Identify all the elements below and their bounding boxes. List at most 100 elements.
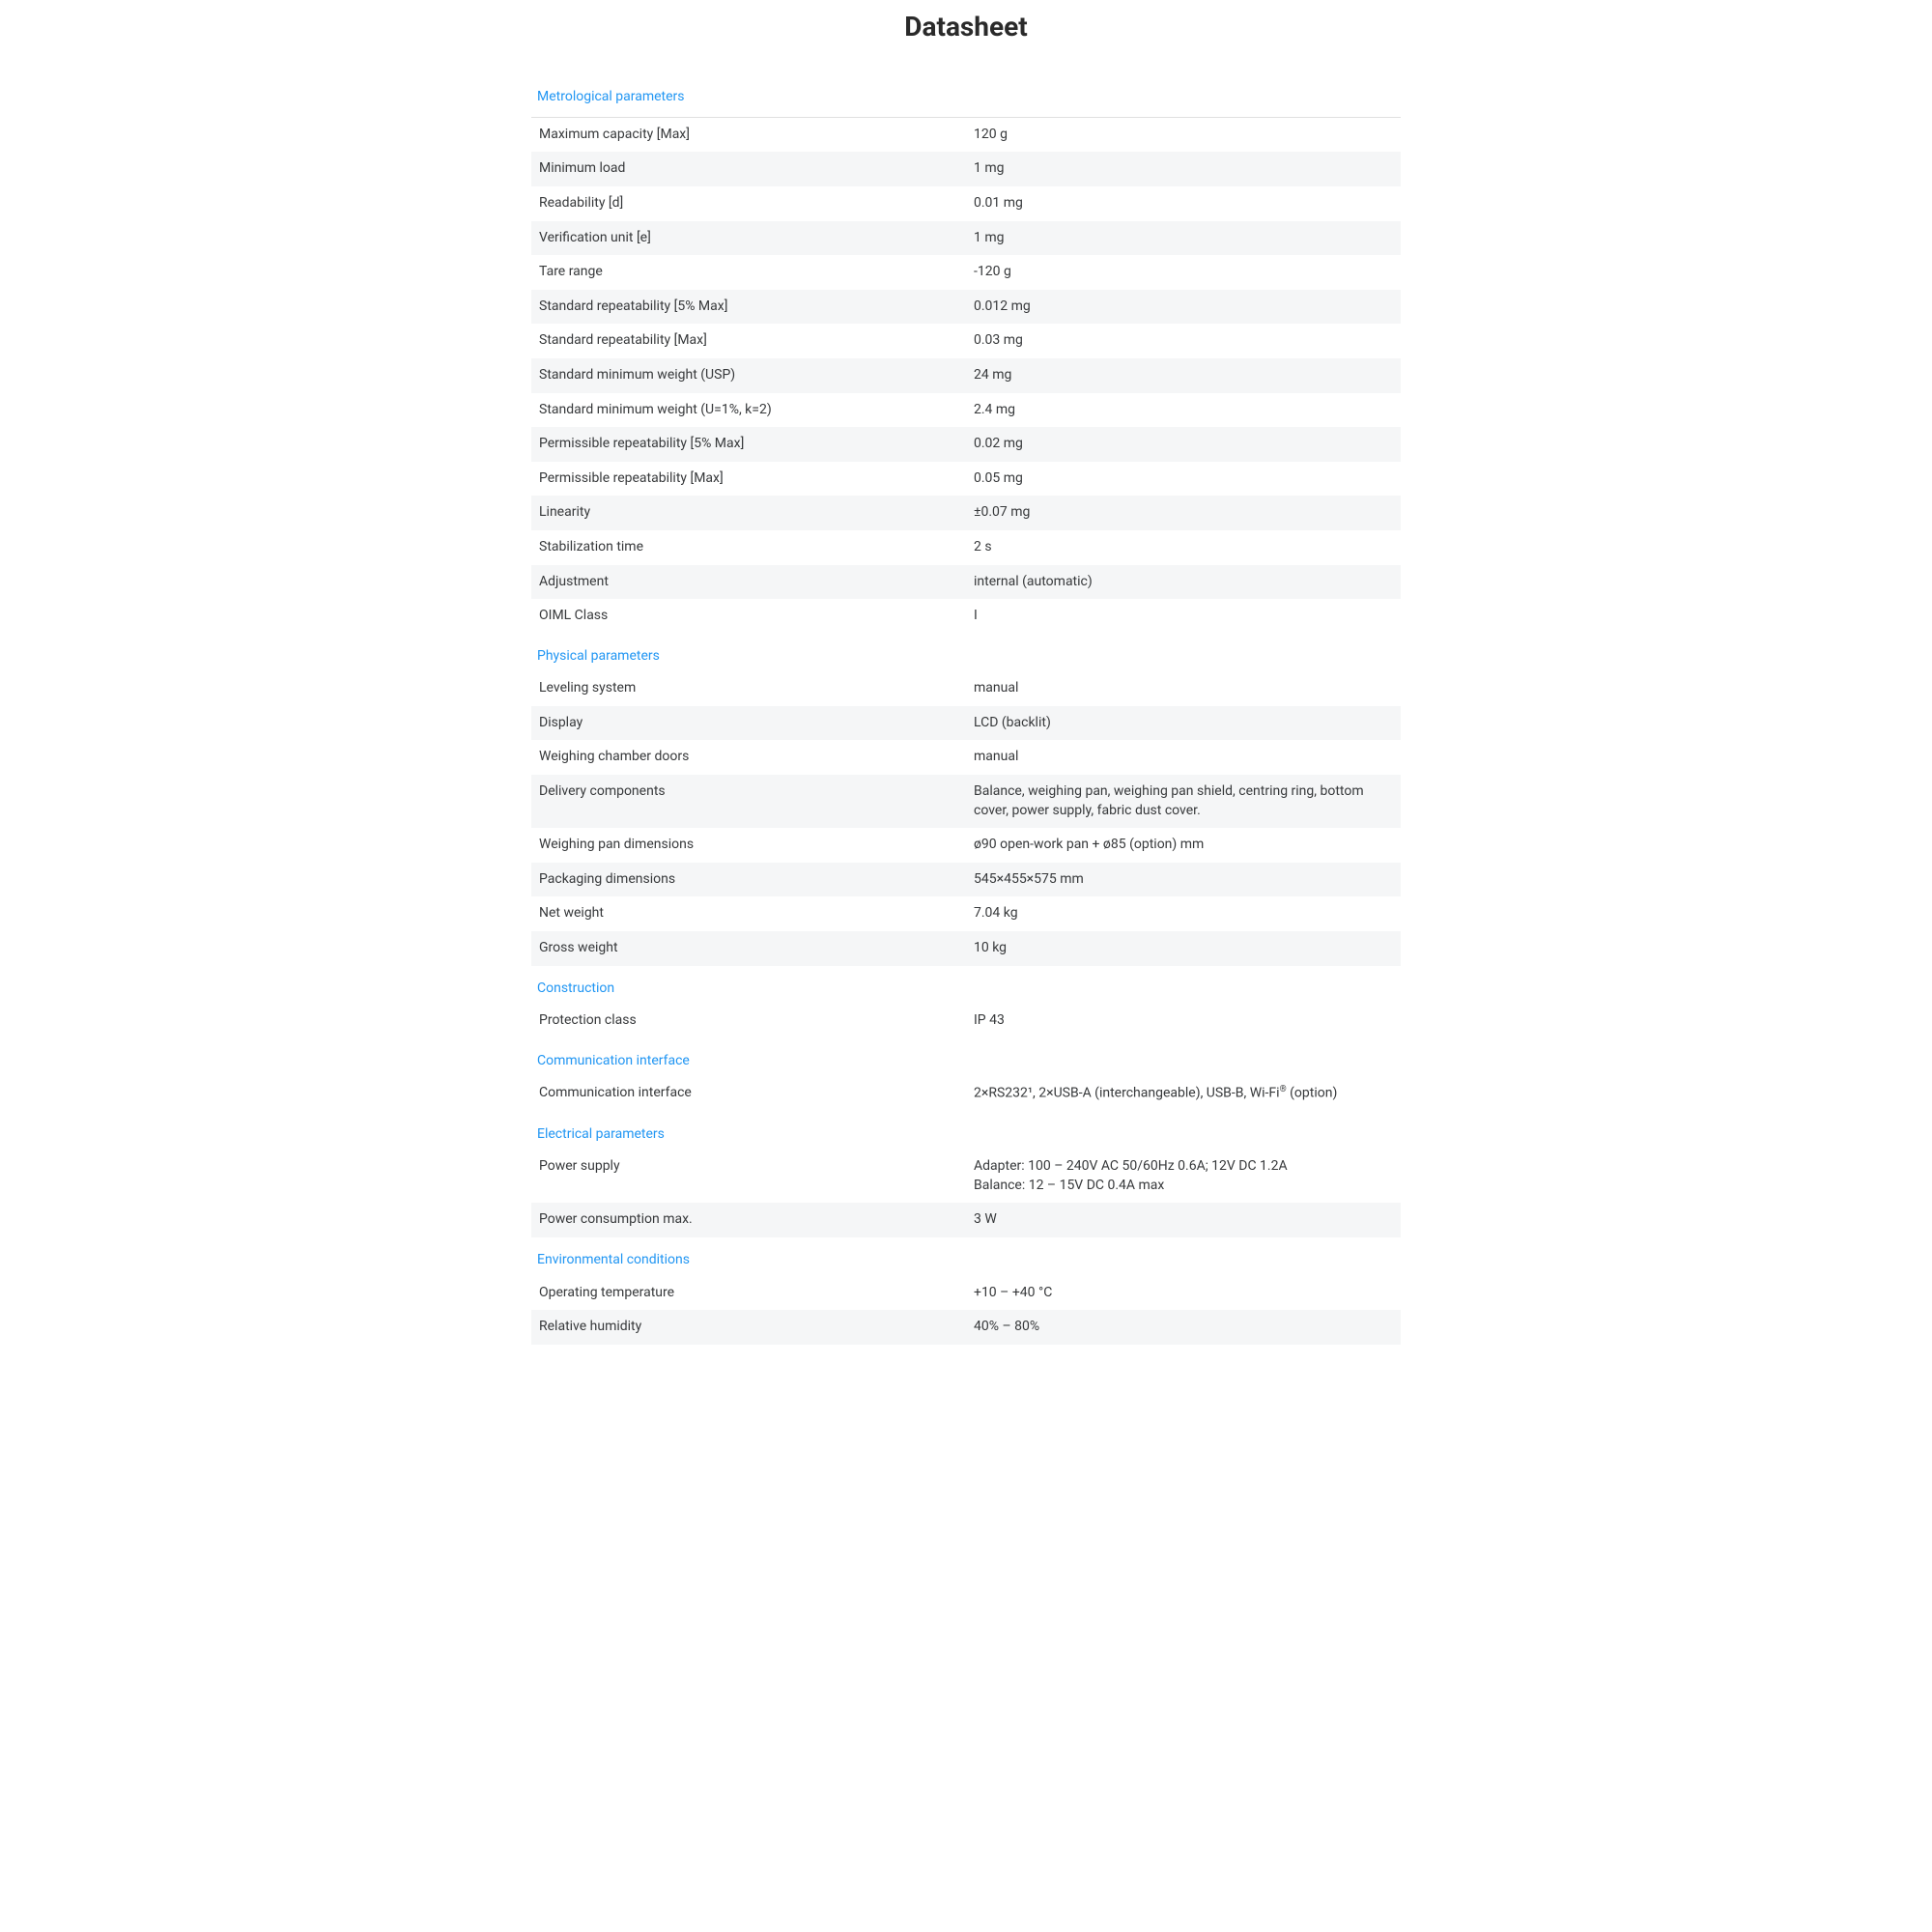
table-row: Maximum capacity [Max]120 g bbox=[531, 118, 1401, 153]
table-row: Packaging dimensions545×455×575 mm bbox=[531, 863, 1401, 897]
spec-value: 0.01 mg bbox=[966, 186, 1401, 221]
spec-value: 2 s bbox=[966, 530, 1401, 565]
table-row: Permissible repeatability [Max]0.05 mg bbox=[531, 462, 1401, 497]
spec-value: 1 mg bbox=[966, 152, 1401, 186]
spec-label: Delivery components bbox=[531, 775, 966, 828]
spec-value: 545×455×575 mm bbox=[966, 863, 1401, 897]
spec-value: manual bbox=[966, 671, 1401, 706]
table-row: Gross weight10 kg bbox=[531, 931, 1401, 966]
spec-label: Verification unit [e] bbox=[531, 221, 966, 256]
spec-label: Linearity bbox=[531, 496, 966, 530]
spec-label: Adjustment bbox=[531, 565, 966, 600]
spec-label: Gross weight bbox=[531, 931, 966, 966]
spec-label: Standard minimum weight (U=1%, k=2) bbox=[531, 393, 966, 428]
spec-value: manual bbox=[966, 740, 1401, 775]
table-row: Stabilization time2 s bbox=[531, 530, 1401, 565]
section-header: Communication interface bbox=[531, 1038, 1401, 1077]
table-row: Adjustmentinternal (automatic) bbox=[531, 565, 1401, 600]
table-row: Operating temperature+10 – +40 °C bbox=[531, 1276, 1401, 1311]
table-row: Standard repeatability [Max]0.03 mg bbox=[531, 324, 1401, 358]
spec-value: ±0.07 mg bbox=[966, 496, 1401, 530]
table-row: Minimum load1 mg bbox=[531, 152, 1401, 186]
spec-value: +10 – +40 °C bbox=[966, 1276, 1401, 1311]
spec-value: 0.02 mg bbox=[966, 427, 1401, 462]
spec-label: Operating temperature bbox=[531, 1276, 966, 1311]
spec-label: Leveling system bbox=[531, 671, 966, 706]
spec-label: Relative humidity bbox=[531, 1310, 966, 1345]
spec-value: 3 W bbox=[966, 1203, 1401, 1237]
table-row: Standard minimum weight (USP)24 mg bbox=[531, 358, 1401, 393]
spec-value: 120 g bbox=[966, 118, 1401, 153]
spec-label: Net weight bbox=[531, 896, 966, 931]
table-row: Standard repeatability [5% Max]0.012 mg bbox=[531, 290, 1401, 325]
spec-value: 0.03 mg bbox=[966, 324, 1401, 358]
spec-label: Readability [d] bbox=[531, 186, 966, 221]
spec-label: Permissible repeatability [Max] bbox=[531, 462, 966, 497]
spec-label: Minimum load bbox=[531, 152, 966, 186]
spec-value: I bbox=[966, 599, 1401, 634]
table-row: Verification unit [e]1 mg bbox=[531, 221, 1401, 256]
spec-label: Weighing pan dimensions bbox=[531, 828, 966, 863]
spec-label: Tare range bbox=[531, 255, 966, 290]
spec-label: Weighing chamber doors bbox=[531, 740, 966, 775]
datasheet-container: Datasheet Metrological parametersMaximum… bbox=[502, 8, 1430, 1383]
sections-wrapper: Metrological parametersMaximum capacity … bbox=[531, 74, 1401, 1345]
spec-label: Communication interface bbox=[531, 1076, 966, 1111]
spec-label: Maximum capacity [Max] bbox=[531, 118, 966, 153]
spec-value: 24 mg bbox=[966, 358, 1401, 393]
spec-table: Communication interface2×RS232¹, 2×USB-A… bbox=[531, 1076, 1401, 1111]
table-row: Power supplyAdapter: 100 – 240V AC 50/60… bbox=[531, 1150, 1401, 1203]
table-row: Power consumption max.3 W bbox=[531, 1203, 1401, 1237]
table-row: Weighing pan dimensionsø90 open-work pan… bbox=[531, 828, 1401, 863]
table-row: Linearity±0.07 mg bbox=[531, 496, 1401, 530]
spec-label: Standard minimum weight (USP) bbox=[531, 358, 966, 393]
table-row: Standard minimum weight (U=1%, k=2)2.4 m… bbox=[531, 393, 1401, 428]
spec-label: Packaging dimensions bbox=[531, 863, 966, 897]
spec-label: Power consumption max. bbox=[531, 1203, 966, 1237]
spec-label: OIML Class bbox=[531, 599, 966, 634]
spec-value: 40% – 80% bbox=[966, 1310, 1401, 1345]
page-title: Datasheet bbox=[531, 8, 1401, 45]
spec-value: LCD (backlit) bbox=[966, 706, 1401, 741]
spec-table: Leveling systemmanualDisplayLCD (backlit… bbox=[531, 671, 1401, 965]
table-row: OIML ClassI bbox=[531, 599, 1401, 634]
table-row: Communication interface2×RS232¹, 2×USB-A… bbox=[531, 1076, 1401, 1111]
table-row: Delivery componentsBalance, weighing pan… bbox=[531, 775, 1401, 828]
spec-value: IP 43 bbox=[966, 1004, 1401, 1038]
spec-table: Protection classIP 43 bbox=[531, 1004, 1401, 1038]
section-header: Construction bbox=[531, 966, 1401, 1005]
spec-value: 7.04 kg bbox=[966, 896, 1401, 931]
table-row: Weighing chamber doorsmanual bbox=[531, 740, 1401, 775]
spec-value: 2×RS232¹, 2×USB-A (interchangeable), USB… bbox=[966, 1076, 1401, 1111]
section-header: Metrological parameters bbox=[531, 74, 1401, 118]
spec-value: 0.012 mg bbox=[966, 290, 1401, 325]
spec-label: Power supply bbox=[531, 1150, 966, 1203]
spec-value: 2.4 mg bbox=[966, 393, 1401, 428]
table-row: Relative humidity40% – 80% bbox=[531, 1310, 1401, 1345]
spec-label: Display bbox=[531, 706, 966, 741]
section-header: Electrical parameters bbox=[531, 1112, 1401, 1151]
spec-value: Adapter: 100 – 240V AC 50/60Hz 0.6A; 12V… bbox=[966, 1150, 1401, 1203]
spec-value: Balance, weighing pan, weighing pan shie… bbox=[966, 775, 1401, 828]
spec-value: -120 g bbox=[966, 255, 1401, 290]
spec-value: 1 mg bbox=[966, 221, 1401, 256]
spec-label: Standard repeatability [Max] bbox=[531, 324, 966, 358]
table-row: Tare range-120 g bbox=[531, 255, 1401, 290]
spec-label: Permissible repeatability [5% Max] bbox=[531, 427, 966, 462]
spec-label: Standard repeatability [5% Max] bbox=[531, 290, 966, 325]
spec-label: Stabilization time bbox=[531, 530, 966, 565]
spec-value: internal (automatic) bbox=[966, 565, 1401, 600]
table-row: Net weight7.04 kg bbox=[531, 896, 1401, 931]
spec-value: ø90 open-work pan + ø85 (option) mm bbox=[966, 828, 1401, 863]
spec-table: Power supplyAdapter: 100 – 240V AC 50/60… bbox=[531, 1150, 1401, 1237]
spec-value: 0.05 mg bbox=[966, 462, 1401, 497]
section-header: Environmental conditions bbox=[531, 1237, 1401, 1276]
spec-value: 10 kg bbox=[966, 931, 1401, 966]
spec-table: Operating temperature+10 – +40 °CRelativ… bbox=[531, 1276, 1401, 1345]
table-row: Leveling systemmanual bbox=[531, 671, 1401, 706]
section-header: Physical parameters bbox=[531, 634, 1401, 672]
table-row: Permissible repeatability [5% Max]0.02 m… bbox=[531, 427, 1401, 462]
table-row: DisplayLCD (backlit) bbox=[531, 706, 1401, 741]
spec-label: Protection class bbox=[531, 1004, 966, 1038]
table-row: Protection classIP 43 bbox=[531, 1004, 1401, 1038]
